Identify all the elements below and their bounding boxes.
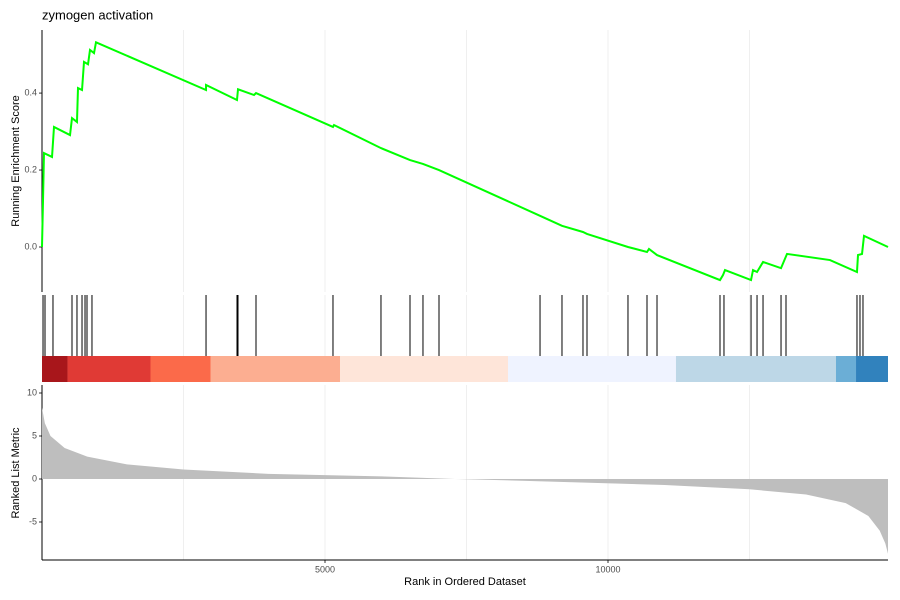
rank-band — [210, 356, 340, 382]
y-axis-label: Running Enrichment Score — [10, 95, 22, 226]
x-axis-label: Rank in Ordered Dataset — [404, 576, 526, 588]
chart-title: zymogen activation — [42, 7, 153, 22]
y-axis-label: Ranked List Metric — [10, 427, 22, 519]
rank-band — [507, 356, 676, 382]
rank-band — [835, 356, 857, 382]
x-tick-label: 5000 — [315, 564, 335, 574]
rank-band — [67, 356, 151, 382]
y-tick-label: 10 — [27, 387, 37, 397]
rank-band — [675, 356, 836, 382]
rank-band — [42, 356, 68, 382]
es-line — [41, 40, 889, 282]
rank-band — [339, 356, 508, 382]
y-tick-label: -5 — [29, 516, 37, 526]
metric-area — [42, 407, 888, 554]
y-tick-label: 0.2 — [24, 164, 37, 174]
y-tick-label: 0.4 — [24, 87, 37, 97]
x-tick-label: 10000 — [595, 564, 620, 574]
y-tick-label: 0.0 — [24, 241, 37, 251]
y-tick-label: 0 — [32, 473, 37, 483]
rank-band — [856, 356, 888, 382]
rank-band — [150, 356, 211, 382]
y-tick-label: 5 — [32, 430, 37, 440]
